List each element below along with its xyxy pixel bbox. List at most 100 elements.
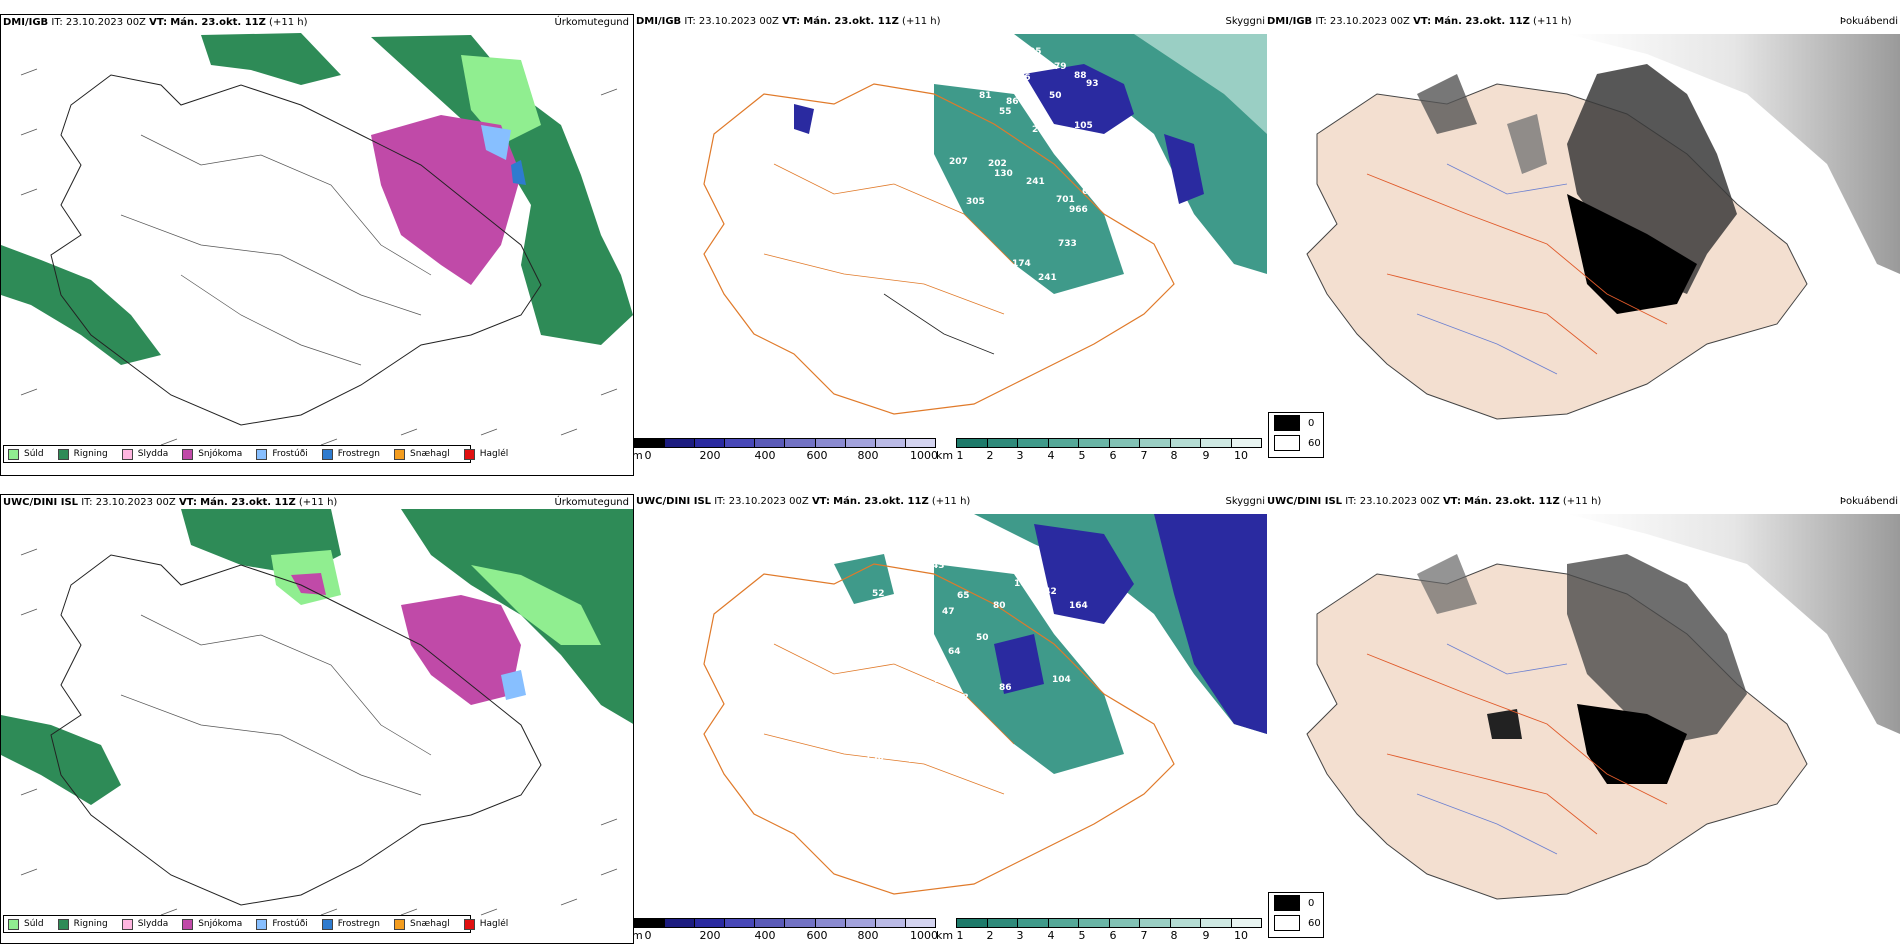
model-name: DMI/IGB [3, 17, 49, 28]
cloud-value-label: 78 [1132, 179, 1145, 189]
legend-swatch [321, 918, 333, 930]
visibility-tick: 4 [1047, 449, 1055, 462]
scale-swatch [957, 919, 988, 927]
it-value: 23.10.2023 00Z [698, 16, 779, 27]
cloud-value-label: 64 [948, 647, 961, 657]
ceiling-tick: 800 [857, 929, 879, 942]
cloud-value-label: 65 [957, 591, 970, 601]
cloud-value-label: 80 [993, 601, 1006, 611]
fog-legend-label: 0 [1308, 897, 1315, 909]
scale-swatch [905, 919, 935, 927]
scale-swatch [1109, 919, 1140, 927]
scale-swatch [725, 439, 756, 447]
cloud-value-label: 240 [883, 739, 902, 749]
cloud-header-bottom: UWC/DINI ISL IT: 23.10.2023 00Z VT: Mán.… [636, 496, 970, 508]
ceiling-scale-bottom: m 0 200 400 600 800 1000 [634, 918, 938, 942]
visibility-tick: 1 [956, 449, 964, 462]
fog-swatch [1274, 895, 1300, 911]
cloud-value-label: 55 [999, 107, 1012, 117]
scale-swatch [755, 439, 786, 447]
cloud-value-label: 130 [994, 169, 1013, 179]
fog-title-top: Þokuábendi [1839, 16, 1898, 27]
cloud-value-label: 104 [1052, 675, 1071, 685]
precip-panel-top: DMI/IGB IT: 23.10.2023 00Z VT: Mán. 23.o… [0, 14, 634, 476]
it-label: IT: [714, 496, 726, 507]
cloud-value-label: 131 [865, 721, 884, 731]
model-name: DMI/IGB [1267, 16, 1313, 27]
visibility-scale-ticks: km 1 2 3 4 5 6 7 8 9 10 [936, 448, 1262, 462]
scale-swatch [695, 919, 726, 927]
ceiling-tick: 0 [644, 449, 652, 462]
legend-label: Snæhagl [410, 449, 450, 459]
scale-swatch [815, 439, 846, 447]
legend-swatch [121, 918, 133, 930]
scale-swatch [1170, 919, 1201, 927]
legend-swatch [394, 448, 406, 460]
ceiling-tick: 400 [754, 449, 776, 462]
it-label: IT: [1315, 16, 1327, 27]
scale-swatch [1170, 439, 1201, 447]
visibility-tick: 7 [1140, 449, 1148, 462]
cloud-value-label: 116 [1062, 627, 1081, 637]
scale-swatch [785, 919, 816, 927]
it-value: 23.10.2023 00Z [1329, 16, 1410, 27]
legend-label: Haglél [479, 449, 509, 459]
legend-label: Slydda [137, 449, 169, 459]
visibility-tick: 1 [956, 929, 964, 942]
legend-label: Snjókoma [198, 919, 243, 929]
fog-panel-bottom: UWC/DINI ISL IT: 23.10.2023 00Z VT: Mán.… [1267, 494, 1900, 944]
ceiling-tick: 1000 [910, 929, 938, 942]
ceiling-tick: 800 [857, 449, 879, 462]
cloud-value-label: 305 [966, 197, 985, 207]
cloud-value-label: 605 [1082, 187, 1101, 197]
legend-swatch [463, 448, 475, 460]
cloud-value-label: 241 [1038, 273, 1057, 283]
it-label: IT: [51, 17, 63, 28]
cloud-value-label: 106 [1014, 579, 1033, 589]
cloud-value-label: 52 [872, 589, 885, 599]
fog-legend-row: 0 [1269, 893, 1323, 913]
visibility-tick: 3 [1016, 929, 1024, 942]
vt-label: VT: [149, 17, 168, 28]
scale-swatch [1140, 439, 1171, 447]
scale-swatch [665, 439, 696, 447]
fog-map-top [1306, 34, 1900, 420]
scale-swatch [1048, 439, 1079, 447]
model-name: UWC/DINI ISL [1267, 496, 1343, 507]
legend-swatch [8, 918, 19, 930]
scale-swatch [957, 439, 988, 447]
legend-item: Súld [8, 448, 44, 460]
vt-value: Mán. 23.okt. 11Z [1464, 496, 1560, 507]
cloud-value-label: 244 [1128, 243, 1147, 253]
cloud-value-label: 478 [1100, 163, 1119, 173]
cloud-value-label: 312 [950, 693, 969, 703]
scale-swatch [1109, 439, 1140, 447]
ceiling-scale-ticks: m 0 200 400 600 800 1000 [634, 448, 938, 462]
visibility-tick: 10 [1234, 929, 1248, 942]
legend-item: Frostúði [256, 448, 308, 460]
visibility-scale-ticks: km 1 2 3 4 5 6 7 8 9 10 [936, 928, 1262, 942]
cloud-value-label: 246 [782, 701, 801, 711]
legend-item: Frostúði [256, 918, 308, 930]
vt-value: Mán. 23.okt. 11Z [200, 497, 296, 508]
scale-swatch [1079, 439, 1110, 447]
precip-legend-top: Súld Rigning Slydda Snjókoma Frostúði Fr… [3, 445, 508, 463]
legend-swatch [121, 448, 133, 460]
ceiling-tick: 200 [699, 929, 721, 942]
fog-legend-label: 60 [1308, 917, 1321, 929]
scale-swatch [875, 919, 906, 927]
cloud-title-top: Skyggni [1225, 16, 1265, 27]
precip-header-bottom: UWC/DINI ISL IT: 23.10.2023 00Z VT: Mán.… [3, 497, 337, 509]
legend-label: Snæhagl [410, 919, 450, 929]
legend-item: Frostregn [321, 448, 380, 460]
ceiling-scale-swatches [634, 438, 936, 448]
fog-swatch [1274, 415, 1300, 431]
legend-item: Slydda [121, 448, 169, 460]
scale-swatch [987, 439, 1018, 447]
legend-label: Súld [24, 919, 44, 929]
ceiling-scale-top: m 0 200 400 600 800 1000 [634, 438, 938, 462]
legend-swatch [182, 448, 194, 460]
cloud-value-label: 88 [1074, 71, 1087, 81]
ceiling-unit: m [634, 449, 643, 462]
